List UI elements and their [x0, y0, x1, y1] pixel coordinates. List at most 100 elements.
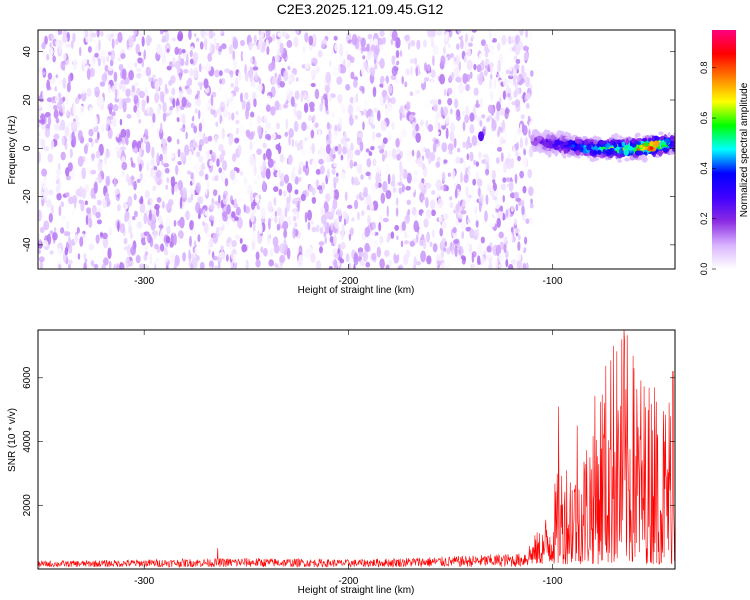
spectrogram-noise-cell: [528, 128, 531, 139]
spectrogram-signal-cell: [652, 140, 660, 148]
spectrogram-noise-cell: [97, 57, 101, 67]
spectrogram-noise-cell: [302, 165, 306, 173]
spectrogram-noise-cell: [38, 256, 45, 263]
spectrogram-noise-cell: [111, 38, 115, 50]
spectrogram-signal-cell: [574, 138, 582, 144]
spectrogram-noise-cell: [345, 137, 351, 142]
spectrogram-noise-cell: [79, 236, 84, 247]
spectrogram-noise-cell: [357, 111, 362, 119]
spectrogram-signal-cell: [658, 150, 663, 157]
spectrogram-noise-cell: [489, 188, 495, 197]
spectrogram-signal-cell: [597, 149, 602, 155]
spectrogram-noise-cell: [260, 207, 266, 220]
spectrogram-noise-cell: [351, 176, 355, 186]
spectrogram-noise-cell: [91, 153, 94, 162]
spectrogram-noise-cell: [123, 237, 128, 245]
spectrogram-noise-cell: [286, 216, 292, 226]
spectrogram-noise-cell: [83, 144, 88, 155]
spectrogram-noise-cell: [272, 132, 276, 140]
spectrogram-noise-cell: [517, 241, 521, 252]
spectrogram-noise-cell: [298, 161, 304, 167]
spectrogram-noise-cell: [410, 163, 415, 168]
spectrogram-noise-cell: [262, 160, 267, 168]
spectrogram-noise-cell: [163, 163, 170, 168]
spectrogram-noise-cell: [460, 245, 464, 257]
spectrogram-noise-cell: [291, 30, 296, 36]
spectrogram-noise-cell: [419, 120, 425, 126]
spectrogram-noise-cell: [348, 262, 352, 269]
spectrogram-noise-cell: [506, 84, 510, 94]
spectrogram-signal-cell: [593, 139, 598, 145]
spectrogram-noise-cell: [84, 184, 90, 193]
spectrogram-noise-cell: [278, 188, 283, 196]
spectrogram-noise-cell: [439, 73, 446, 85]
spectrogram-noise-cell: [311, 142, 315, 155]
spectrogram-noise-cell: [483, 70, 488, 77]
spectrogram-noise-cell: [135, 67, 142, 73]
spectrogram-noise-cell: [265, 148, 272, 160]
spectrogram-noise-cell: [480, 97, 483, 109]
spectrogram-noise-cell: [213, 217, 218, 224]
spectrogram-noise-cell: [217, 85, 223, 93]
spectrogram-noise-cell: [188, 105, 194, 118]
spectrogram-noise-cell: [96, 131, 100, 140]
spectrogram-noise-cell: [386, 237, 390, 243]
spectrogram-noise-cell: [421, 212, 426, 218]
spectrogram-noise-cell: [117, 220, 120, 232]
spectrogram-noise-cell: [286, 94, 290, 100]
spectrogram-noise-cell: [342, 211, 348, 220]
spectrogram-noise-cell: [239, 125, 245, 135]
spectrogram-noise-cell: [406, 234, 411, 239]
spectrogram-noise-cell: [447, 143, 454, 152]
spectrogram-noise-cell: [80, 87, 86, 94]
spectrogram-signal-cell: [586, 155, 592, 159]
spectrogram-noise-cell: [470, 263, 475, 269]
spectrogram-noise-cell: [172, 201, 177, 214]
spectrogram-noise-cell: [143, 264, 150, 269]
spectrogram-noise-cell: [231, 199, 235, 206]
spectrogram-noise-cell: [254, 71, 258, 81]
spectrogram-noise-cell: [203, 222, 209, 234]
spectrogram-noise-cell: [429, 79, 435, 89]
spectrogram-noise-cell: [243, 203, 246, 213]
spectrogram-noise-cell: [262, 180, 266, 192]
spectrogram-noise-cell: [338, 158, 344, 171]
spectrogram-noise-cell: [491, 120, 497, 131]
spectrogram-noise-cell: [436, 30, 443, 36]
spectrogram-noise-cell: [377, 145, 384, 150]
spectrogram-noise-cell: [53, 226, 57, 233]
spectrogram-noise-cell: [519, 30, 524, 36]
spectrogram-noise-cell: [404, 81, 408, 88]
spectrogram-noise-cell: [375, 181, 379, 189]
colorbar-tick-label: 0.6: [699, 112, 709, 125]
spectrogram-noise-cell: [160, 122, 163, 134]
spectrogram-noise-cell: [490, 73, 493, 80]
spectrogram-noise-cell: [498, 231, 504, 239]
spectrogram-noise-cell: [192, 52, 199, 64]
spectrogram-noise-cell: [419, 144, 425, 154]
spectrogram-signal-cell: [562, 141, 569, 146]
spectrogram-noise-cell: [133, 180, 137, 191]
spectrogram-noise-cell: [462, 121, 466, 132]
spectrogram-noise-cell: [374, 63, 378, 70]
spectrogram-signal-cell: [636, 141, 641, 145]
spectrogram-noise-cell: [444, 115, 450, 125]
spectrogram-noise-cell: [290, 170, 296, 182]
spectrogram-noise-cell: [442, 213, 449, 220]
spectrogram-noise-cell: [56, 101, 62, 111]
spectrogram-noise-cell: [395, 37, 401, 49]
spectrogram-noise-cell: [154, 257, 160, 263]
spectrogram-noise-cell: [447, 87, 453, 95]
spectrogram-noise-cell: [378, 221, 382, 232]
x-tick-label: -300: [134, 276, 154, 287]
spectrogram-noise-cell: [332, 66, 338, 77]
spectrogram-noise-cell: [399, 112, 403, 121]
spectrogram-noise-cell: [433, 104, 439, 112]
spectrogram-noise-cell: [47, 153, 54, 163]
spectrogram-noise-cell: [437, 98, 442, 105]
spectrogram-noise-cell: [245, 259, 249, 269]
spectrogram-noise-cell: [378, 96, 384, 104]
spectrogram-noise-cell: [409, 91, 414, 97]
spectrogram-noise-cell: [50, 34, 55, 40]
spectrogram-noise-cell: [294, 176, 299, 185]
